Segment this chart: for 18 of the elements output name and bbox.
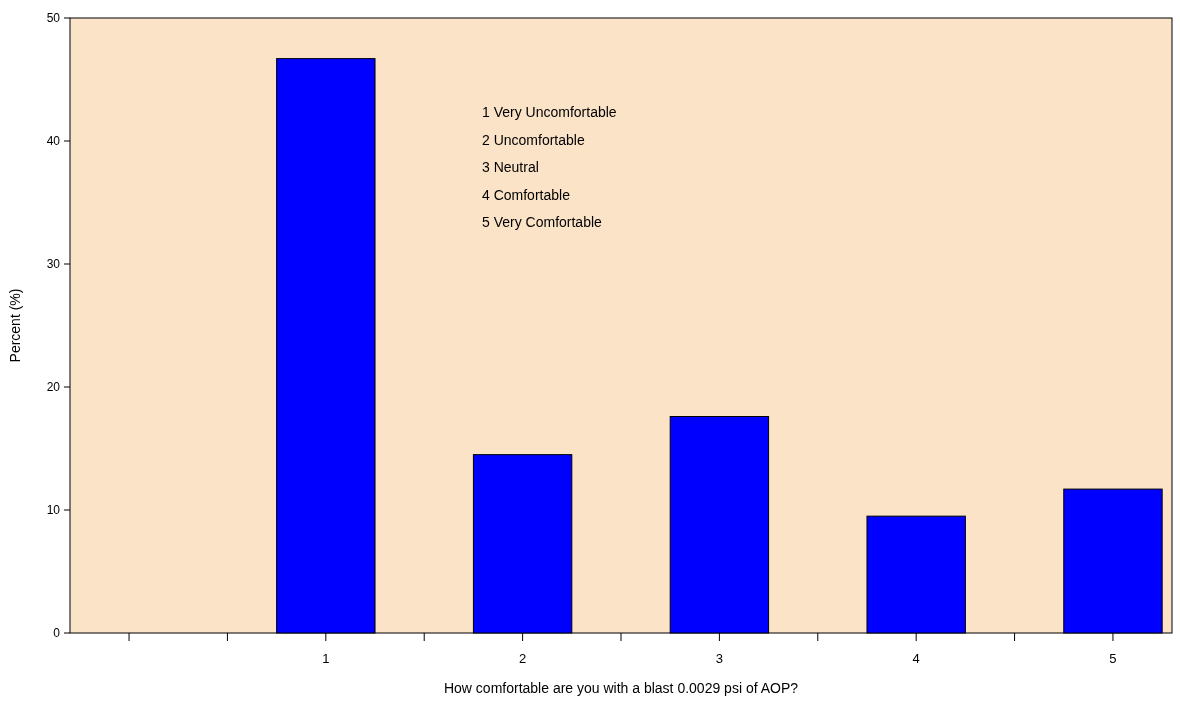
annotation: 3 Neutral — [482, 159, 539, 175]
y-axis-title: Percent (%) — [7, 288, 23, 363]
x-tick-label: 5 — [1109, 651, 1117, 666]
y-tick-label: 30 — [46, 257, 61, 272]
x-tick-label: 2 — [518, 651, 527, 666]
annotation: 4 Comfortable — [482, 186, 571, 203]
y-tick-label: 0 — [53, 626, 61, 641]
x-tick-label: 4 — [912, 651, 920, 666]
y-tick-label: 10 — [46, 503, 61, 518]
annotation: 1 Very Uncomfortable — [482, 104, 617, 120]
y-tick-label: 50 — [46, 11, 61, 26]
x-tick-label: 1 — [322, 651, 330, 666]
x-axis-title: How comfortable are you with a blast 0.0029 psi of AOP? — [443, 680, 799, 696]
annotation: 5 Very Comfortable — [482, 214, 603, 230]
annotation: 2 Uncomfortable — [482, 131, 585, 148]
y-tick-label: 20 — [46, 380, 61, 395]
y-tick-label: 40 — [46, 134, 61, 149]
x-tick-label: 3 — [715, 651, 724, 666]
